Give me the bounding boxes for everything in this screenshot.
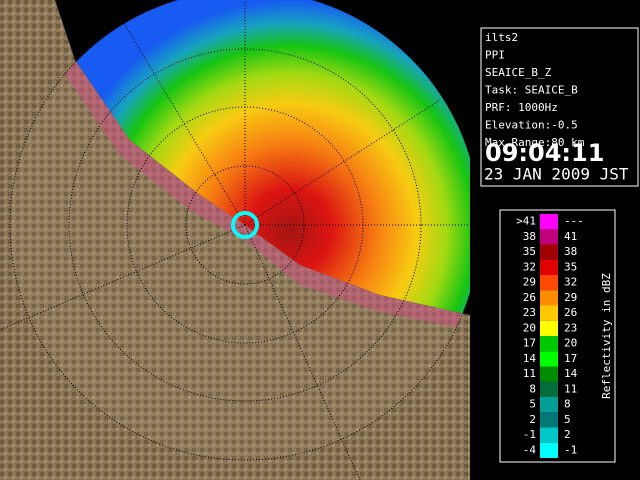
legend-high: 11	[564, 382, 577, 395]
legend-low: 29	[523, 276, 536, 289]
info-line: Max Range:80 km	[485, 136, 585, 149]
info-line: SEAICE_B_Z	[485, 66, 552, 79]
legend-swatch	[540, 305, 558, 321]
legend-swatch	[540, 214, 558, 230]
legend-high: 20	[564, 337, 577, 350]
legend-low: 2	[529, 413, 536, 426]
legend-swatch	[540, 397, 558, 413]
legend-high: 5	[564, 413, 571, 426]
legend-low: -1	[523, 428, 536, 441]
legend-low: 38	[523, 230, 536, 243]
legend-high: 32	[564, 276, 577, 289]
info-line: PRF: 1000Hz	[485, 101, 558, 114]
legend-low: 26	[523, 291, 536, 304]
legend-high: ---	[564, 215, 584, 228]
legend-swatch	[540, 229, 558, 245]
legend-swatch	[540, 275, 558, 291]
legend: Reflectivity in dBZ >41 --- 38 41 35 38 32 35 29…	[499, 209, 616, 463]
legend-high: 38	[564, 245, 577, 258]
legend-high: 2	[564, 428, 571, 441]
legend-low: 14	[523, 352, 537, 365]
legend-swatch	[540, 244, 558, 260]
legend-low: 35	[523, 245, 536, 258]
legend-low: -4	[523, 443, 537, 456]
legend-swatch	[540, 427, 558, 443]
legend-low: 11	[523, 367, 536, 380]
info-line: Elevation:-0.5	[485, 119, 578, 132]
legend-swatch	[540, 442, 558, 458]
legend-high: 23	[564, 321, 577, 334]
legend-high: 29	[564, 291, 577, 304]
info-line: Task: SEAICE_B	[485, 84, 578, 97]
echo	[55, 0, 480, 320]
legend-swatch	[540, 351, 558, 367]
date: 23 JAN 2009 JST	[484, 165, 629, 184]
legend-swatch	[540, 336, 558, 352]
legend-title: Reflectivity in dBZ	[600, 273, 613, 399]
time: 09:04:11	[485, 139, 604, 167]
legend-low: 20	[523, 321, 536, 334]
legend-low: 5	[529, 398, 536, 411]
legend-high: 41	[564, 230, 577, 243]
legend-high: 35	[564, 260, 577, 273]
legend-high: 26	[564, 306, 577, 319]
legend-swatch	[540, 320, 558, 336]
legend-swatch	[540, 290, 558, 306]
info-line: PPI	[485, 49, 505, 62]
legend-high: 17	[564, 352, 577, 365]
legend-swatch	[540, 366, 558, 382]
legend-high: 14	[564, 367, 578, 380]
legend-swatch	[540, 259, 558, 275]
info-line: ilts2	[485, 31, 518, 44]
legend-low: 17	[523, 337, 536, 350]
legend-swatch	[540, 381, 558, 397]
terrain	[0, 0, 470, 480]
legend-low: 32	[523, 260, 536, 273]
legend-high: 8	[564, 398, 571, 411]
legend-high: -1	[564, 443, 577, 456]
legend-low: 23	[523, 306, 536, 319]
legend-low: 8	[529, 382, 536, 395]
radar-site	[231, 211, 259, 239]
info-frame	[480, 27, 639, 187]
info-panel: ilts2 PPI SEAICE_B_Z Task: SEAICE_B PRF: 100…	[480, 27, 639, 187]
legend-low: >41	[516, 215, 536, 228]
legend-swatch	[540, 412, 558, 428]
